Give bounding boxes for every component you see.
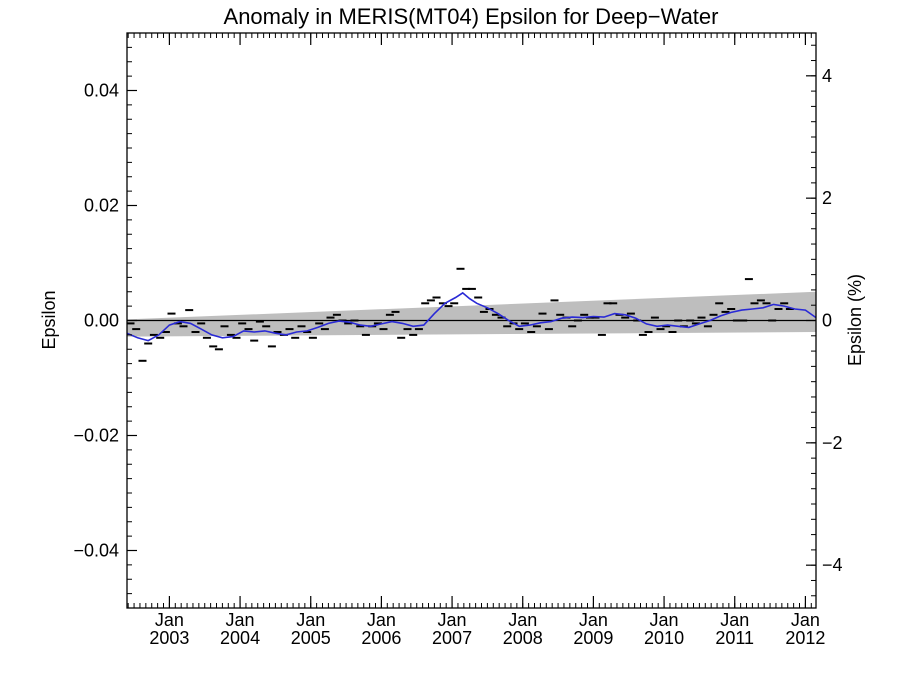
x-tick-year-label: 2010: [644, 628, 684, 648]
y-tick-label: −0.02: [73, 426, 119, 446]
x-tick-year-label: 2011: [715, 628, 754, 648]
x-tick-month-label: Jan: [296, 610, 325, 630]
y2-tick-label: −2: [822, 433, 843, 453]
y2-tick-label: 4: [822, 66, 832, 86]
monthly-points-layer: [126, 267, 794, 362]
y-tick-label: 0.04: [84, 81, 119, 101]
x-tick-year-label: 2005: [291, 628, 331, 648]
x-tick-month-label: Jan: [650, 610, 679, 630]
y-tick-label: 0.00: [84, 311, 119, 331]
y2-tick-label: 0: [822, 311, 832, 331]
y-tick-label: 0.02: [84, 196, 119, 216]
x-tick-year-label: 2003: [149, 628, 189, 648]
x-tick-month-label: Jan: [791, 610, 820, 630]
x-tick-month-label: Jan: [579, 610, 608, 630]
x-tick-month-label: Jan: [438, 610, 467, 630]
y-axis-label: Epsilon: [39, 290, 59, 349]
smoothed-line-layer: [126, 291, 817, 342]
x-tick-year-label: 2009: [573, 628, 613, 648]
y2-tick-label: −4: [822, 555, 843, 575]
y-tick-label: −0.04: [73, 541, 119, 561]
x-tick-month-label: Jan: [720, 610, 749, 630]
x-tick-month-label: Jan: [508, 610, 537, 630]
y2-axis-label: Epsilon (%): [845, 274, 865, 366]
x-tick-year-label: 2004: [220, 628, 260, 648]
x-tick-year-label: 2007: [432, 628, 472, 648]
x-tick-month-label: Jan: [155, 610, 184, 630]
x-tick-year-label: 2006: [361, 628, 401, 648]
ticks-layer: 0.040.020.00−0.02−0.04420−2−4Jan2003Jan2…: [73, 32, 843, 648]
x-tick-month-label: Jan: [226, 610, 255, 630]
x-tick-year-label: 2008: [503, 628, 543, 648]
y2-tick-label: 2: [822, 188, 832, 208]
smoothed-series-line: [126, 291, 817, 342]
x-tick-year-label: 2012: [785, 628, 825, 648]
x-tick-month-label: Jan: [367, 610, 396, 630]
chart-title: Anomaly in MERIS(MT04) Epsilon for Deep−…: [224, 4, 719, 29]
